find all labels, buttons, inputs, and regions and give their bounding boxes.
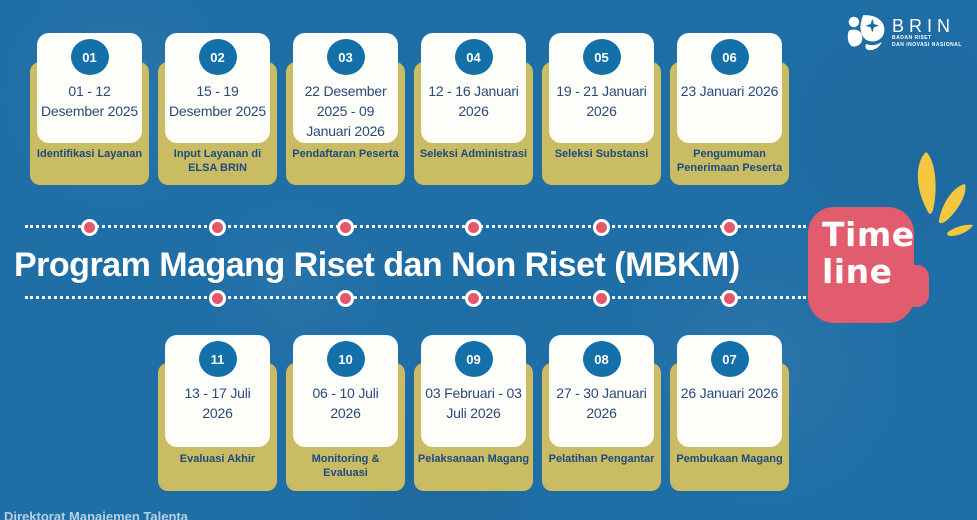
brin-logo-text: BRIN BADAN RISET DAN INOVASI NASIONAL bbox=[892, 17, 962, 49]
step-number: 03 bbox=[338, 49, 353, 65]
timeline-card-step-02: 02 15 - 19 Desember 2025 Input Layanan d… bbox=[158, 33, 277, 185]
card-date-panel: 06 23 Januari 2026 bbox=[677, 33, 782, 143]
card-date: 26 Januari 2026 bbox=[680, 385, 779, 401]
card-label: Pengumuman Penerimaan Peserta bbox=[676, 148, 783, 175]
timeline-badge: Time line bbox=[808, 207, 929, 323]
step-number: 02 bbox=[210, 49, 225, 65]
card-date-panel: 08 27 - 30 Januari 2026 bbox=[549, 335, 654, 447]
card-label: Pelatihan Pengantar bbox=[548, 453, 655, 465]
timeline-node bbox=[721, 219, 738, 236]
card-label: Evaluasi Akhir bbox=[179, 453, 256, 465]
brin-logo: BRIN BADAN RISET DAN INOVASI NASIONAL bbox=[845, 12, 962, 54]
card-date: 19 - 21 Januari 2026 bbox=[556, 83, 647, 119]
step-number: 08 bbox=[594, 351, 609, 367]
timeline-node bbox=[209, 290, 226, 307]
card-label: Pendaftaran Peserta bbox=[292, 148, 399, 160]
step-number: 11 bbox=[210, 351, 225, 367]
card-date-panel: 07 26 Januari 2026 bbox=[677, 335, 782, 447]
timeline-card-step-01: 01 01 - 12 Desember 2025 Identifikasi La… bbox=[30, 33, 149, 185]
step-number-badge: 01 bbox=[70, 39, 109, 75]
card-date: 23 Januari 2026 bbox=[680, 83, 779, 99]
card-label: Identifikasi Layanan bbox=[36, 148, 143, 160]
timeline-node bbox=[465, 290, 482, 307]
timeline-card-step-07: 07 26 Januari 2026 Pembukaan Magang bbox=[670, 335, 789, 491]
card-date: 15 - 19 Desember 2025 bbox=[168, 83, 266, 119]
card-date-panel: 11 13 - 17 Juli 2026 bbox=[165, 335, 270, 447]
brin-subtitle-1: BADAN RISET bbox=[892, 35, 932, 41]
card-label: Seleksi Substansi bbox=[554, 148, 649, 160]
card-date-panel: 01 01 - 12 Desember 2025 bbox=[37, 33, 142, 143]
card-label: Input Layanan di ELSA BRIN bbox=[173, 148, 262, 175]
step-number: 05 bbox=[594, 49, 609, 65]
step-number: 07 bbox=[722, 351, 737, 367]
timeline-node bbox=[209, 219, 226, 236]
timeline-node bbox=[337, 219, 354, 236]
timeline-dotted-line-top bbox=[25, 225, 806, 228]
step-number-badge: 04 bbox=[454, 39, 493, 75]
step-number: 01 bbox=[82, 49, 97, 65]
splash-decoration-icon bbox=[917, 152, 973, 236]
badge-word-time: Time bbox=[822, 215, 915, 254]
timeline-card-step-03: 03 22 Desember 2025 - 09 Januari 2026 Pe… bbox=[286, 33, 405, 185]
card-date-panel: 04 12 - 16 Januari 2026 bbox=[421, 33, 526, 143]
step-number-badge: 07 bbox=[710, 341, 749, 377]
card-date-panel: 05 19 - 21 Januari 2026 bbox=[549, 33, 654, 143]
card-date: 03 Februari - 03 Juli 2026 bbox=[425, 385, 522, 421]
step-number-badge: 11 bbox=[198, 341, 237, 377]
timeline-node bbox=[593, 219, 610, 236]
step-number-badge: 02 bbox=[198, 39, 237, 75]
timeline-node bbox=[337, 290, 354, 307]
timeline-card-step-08: 08 27 - 30 Januari 2026 Pelatihan Pengan… bbox=[542, 335, 661, 491]
step-number-badge: 08 bbox=[582, 341, 621, 377]
card-date: 06 - 10 Juli 2026 bbox=[312, 385, 379, 421]
step-number-badge: 05 bbox=[582, 39, 621, 75]
timeline-card-step-09: 09 03 Februari - 03 Juli 2026 Pelaksanaa… bbox=[414, 335, 533, 491]
card-date-panel: 02 15 - 19 Desember 2025 bbox=[165, 33, 270, 143]
step-number: 06 bbox=[722, 49, 737, 65]
card-label: Pembukaan Magang bbox=[676, 453, 783, 465]
brin-subtitle-2: DAN INOVASI NASIONAL bbox=[892, 42, 962, 48]
card-date: 13 - 17 Juli 2026 bbox=[184, 385, 251, 421]
step-number-badge: 06 bbox=[710, 39, 749, 75]
card-label: Seleksi Administrasi bbox=[419, 148, 528, 160]
timeline-node bbox=[465, 219, 482, 236]
timeline-node bbox=[81, 219, 98, 236]
step-number-badge: 03 bbox=[326, 39, 365, 75]
card-date-panel: 09 03 Februari - 03 Juli 2026 bbox=[421, 335, 526, 447]
step-number-badge: 09 bbox=[454, 341, 493, 377]
step-number: 04 bbox=[466, 49, 481, 65]
timeline-node bbox=[721, 290, 738, 307]
footer-text: Direktorat Manajemen Talenta bbox=[4, 509, 188, 520]
card-date: 27 - 30 Januari 2026 bbox=[556, 385, 647, 421]
page-title: Program Magang Riset dan Non Riset (MBKM… bbox=[14, 246, 740, 284]
timeline-card-step-06: 06 23 Januari 2026 Pengumuman Penerimaan… bbox=[670, 33, 789, 185]
timeline-card-step-10: 10 06 - 10 Juli 2026 Monitoring & Evalua… bbox=[286, 335, 405, 491]
card-label: Pelaksanaan Magang bbox=[417, 453, 530, 465]
card-date-panel: 10 06 - 10 Juli 2026 bbox=[293, 335, 398, 447]
step-number: 09 bbox=[466, 351, 481, 367]
card-date-panel: 03 22 Desember 2025 - 09 Januari 2026 bbox=[293, 33, 398, 143]
timeline-card-step-05: 05 19 - 21 Januari 2026 Seleksi Substans… bbox=[542, 33, 661, 185]
card-date: 01 - 12 Desember 2025 bbox=[40, 83, 138, 119]
card-date: 12 - 16 Januari 2026 bbox=[428, 83, 519, 119]
brin-logo-icon bbox=[847, 15, 885, 51]
card-label: Monitoring & Evaluasi bbox=[311, 453, 380, 480]
step-number-badge: 10 bbox=[326, 341, 365, 377]
step-number: 10 bbox=[338, 351, 353, 367]
timeline-dotted-line-bottom bbox=[25, 296, 806, 299]
brin-name: BRIN bbox=[892, 16, 956, 36]
card-date: 22 Desember 2025 - 09 Januari 2026 bbox=[304, 83, 387, 139]
badge-word-line: line bbox=[822, 252, 893, 291]
timeline-card-step-11: 11 13 - 17 Juli 2026 Evaluasi Akhir bbox=[158, 335, 277, 491]
timeline-node bbox=[593, 290, 610, 307]
timeline-card-step-04: 04 12 - 16 Januari 2026 Seleksi Administ… bbox=[414, 33, 533, 185]
